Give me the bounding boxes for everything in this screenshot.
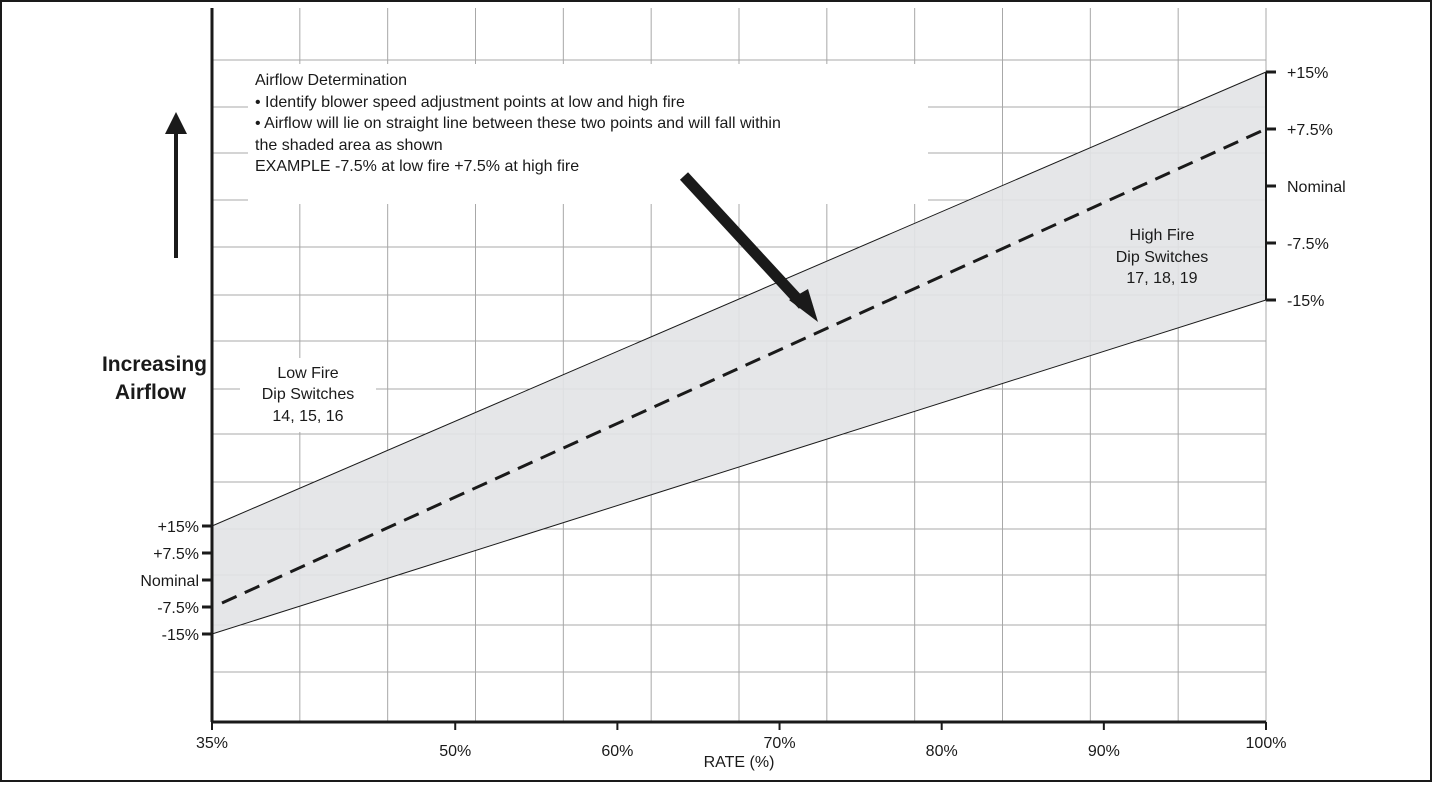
low-fire-tick-label: -15% <box>162 627 199 644</box>
x-tick-label: 80% <box>926 743 958 760</box>
note-line-1: • Identify blower speed adjustment point… <box>255 94 685 111</box>
high-fire-label-line2: Dip Switches <box>1116 249 1208 266</box>
x-axis-ticks: 35% 50% 60% 70% 80% 90% 100% <box>196 722 1286 760</box>
y-axis-label-line1: Increasing <box>102 353 207 376</box>
high-fire-tick-label: Nominal <box>1287 179 1346 196</box>
note-box <box>248 64 928 204</box>
x-tick-label: 70% <box>764 735 796 752</box>
x-tick-label: 35% <box>196 735 228 752</box>
band-lower-edge <box>211 299 1267 635</box>
high-fire-tick-label: -7.5% <box>1287 236 1329 253</box>
x-tick-label: 90% <box>1088 743 1120 760</box>
low-fire-tick-label: Nominal <box>140 573 199 590</box>
note-line-2: • Airflow will lie on straight line betw… <box>255 115 781 132</box>
note-line-3: the shaded area as shown <box>255 137 443 154</box>
x-tick-label: 100% <box>1246 735 1287 752</box>
high-fire-tick-label: -15% <box>1287 293 1324 310</box>
x-tick-label: 50% <box>439 743 471 760</box>
example-dashed-line <box>221 127 1267 605</box>
high-fire-tick-label: +15% <box>1287 65 1328 82</box>
low-fire-label-box <box>240 358 376 432</box>
low-fire-label-line2: Dip Switches <box>262 386 354 403</box>
up-arrow-icon <box>165 112 187 258</box>
high-fire-ticks: +15% +7.5% Nominal -7.5% -15% <box>1266 65 1346 310</box>
high-fire-tick-label: +7.5% <box>1287 122 1333 139</box>
x-tick-label: 60% <box>601 743 633 760</box>
low-fire-tick-label: +7.5% <box>153 546 199 563</box>
note-line-4: EXAMPLE -7.5% at low fire +7.5% at high … <box>255 158 579 175</box>
low-fire-label-line1: Low Fire <box>277 365 338 382</box>
y-axis-label-line2: Airflow <box>115 381 187 404</box>
low-fire-tick-label: -7.5% <box>157 600 199 617</box>
band-upper-edge <box>211 71 1267 527</box>
high-fire-label-line1: High Fire <box>1130 227 1195 244</box>
airflow-band <box>212 72 1266 634</box>
note-title: Airflow Determination <box>255 72 407 89</box>
low-fire-tick-label: +15% <box>158 519 199 536</box>
low-fire-label-line3: 14, 15, 16 <box>272 408 343 425</box>
low-fire-ticks: +15% +7.5% Nominal -7.5% -15% <box>140 519 212 644</box>
x-axis-label: RATE (%) <box>704 754 775 771</box>
pointer-arrow-icon <box>679 172 818 322</box>
high-fire-label-line3: 17, 18, 19 <box>1126 270 1197 287</box>
